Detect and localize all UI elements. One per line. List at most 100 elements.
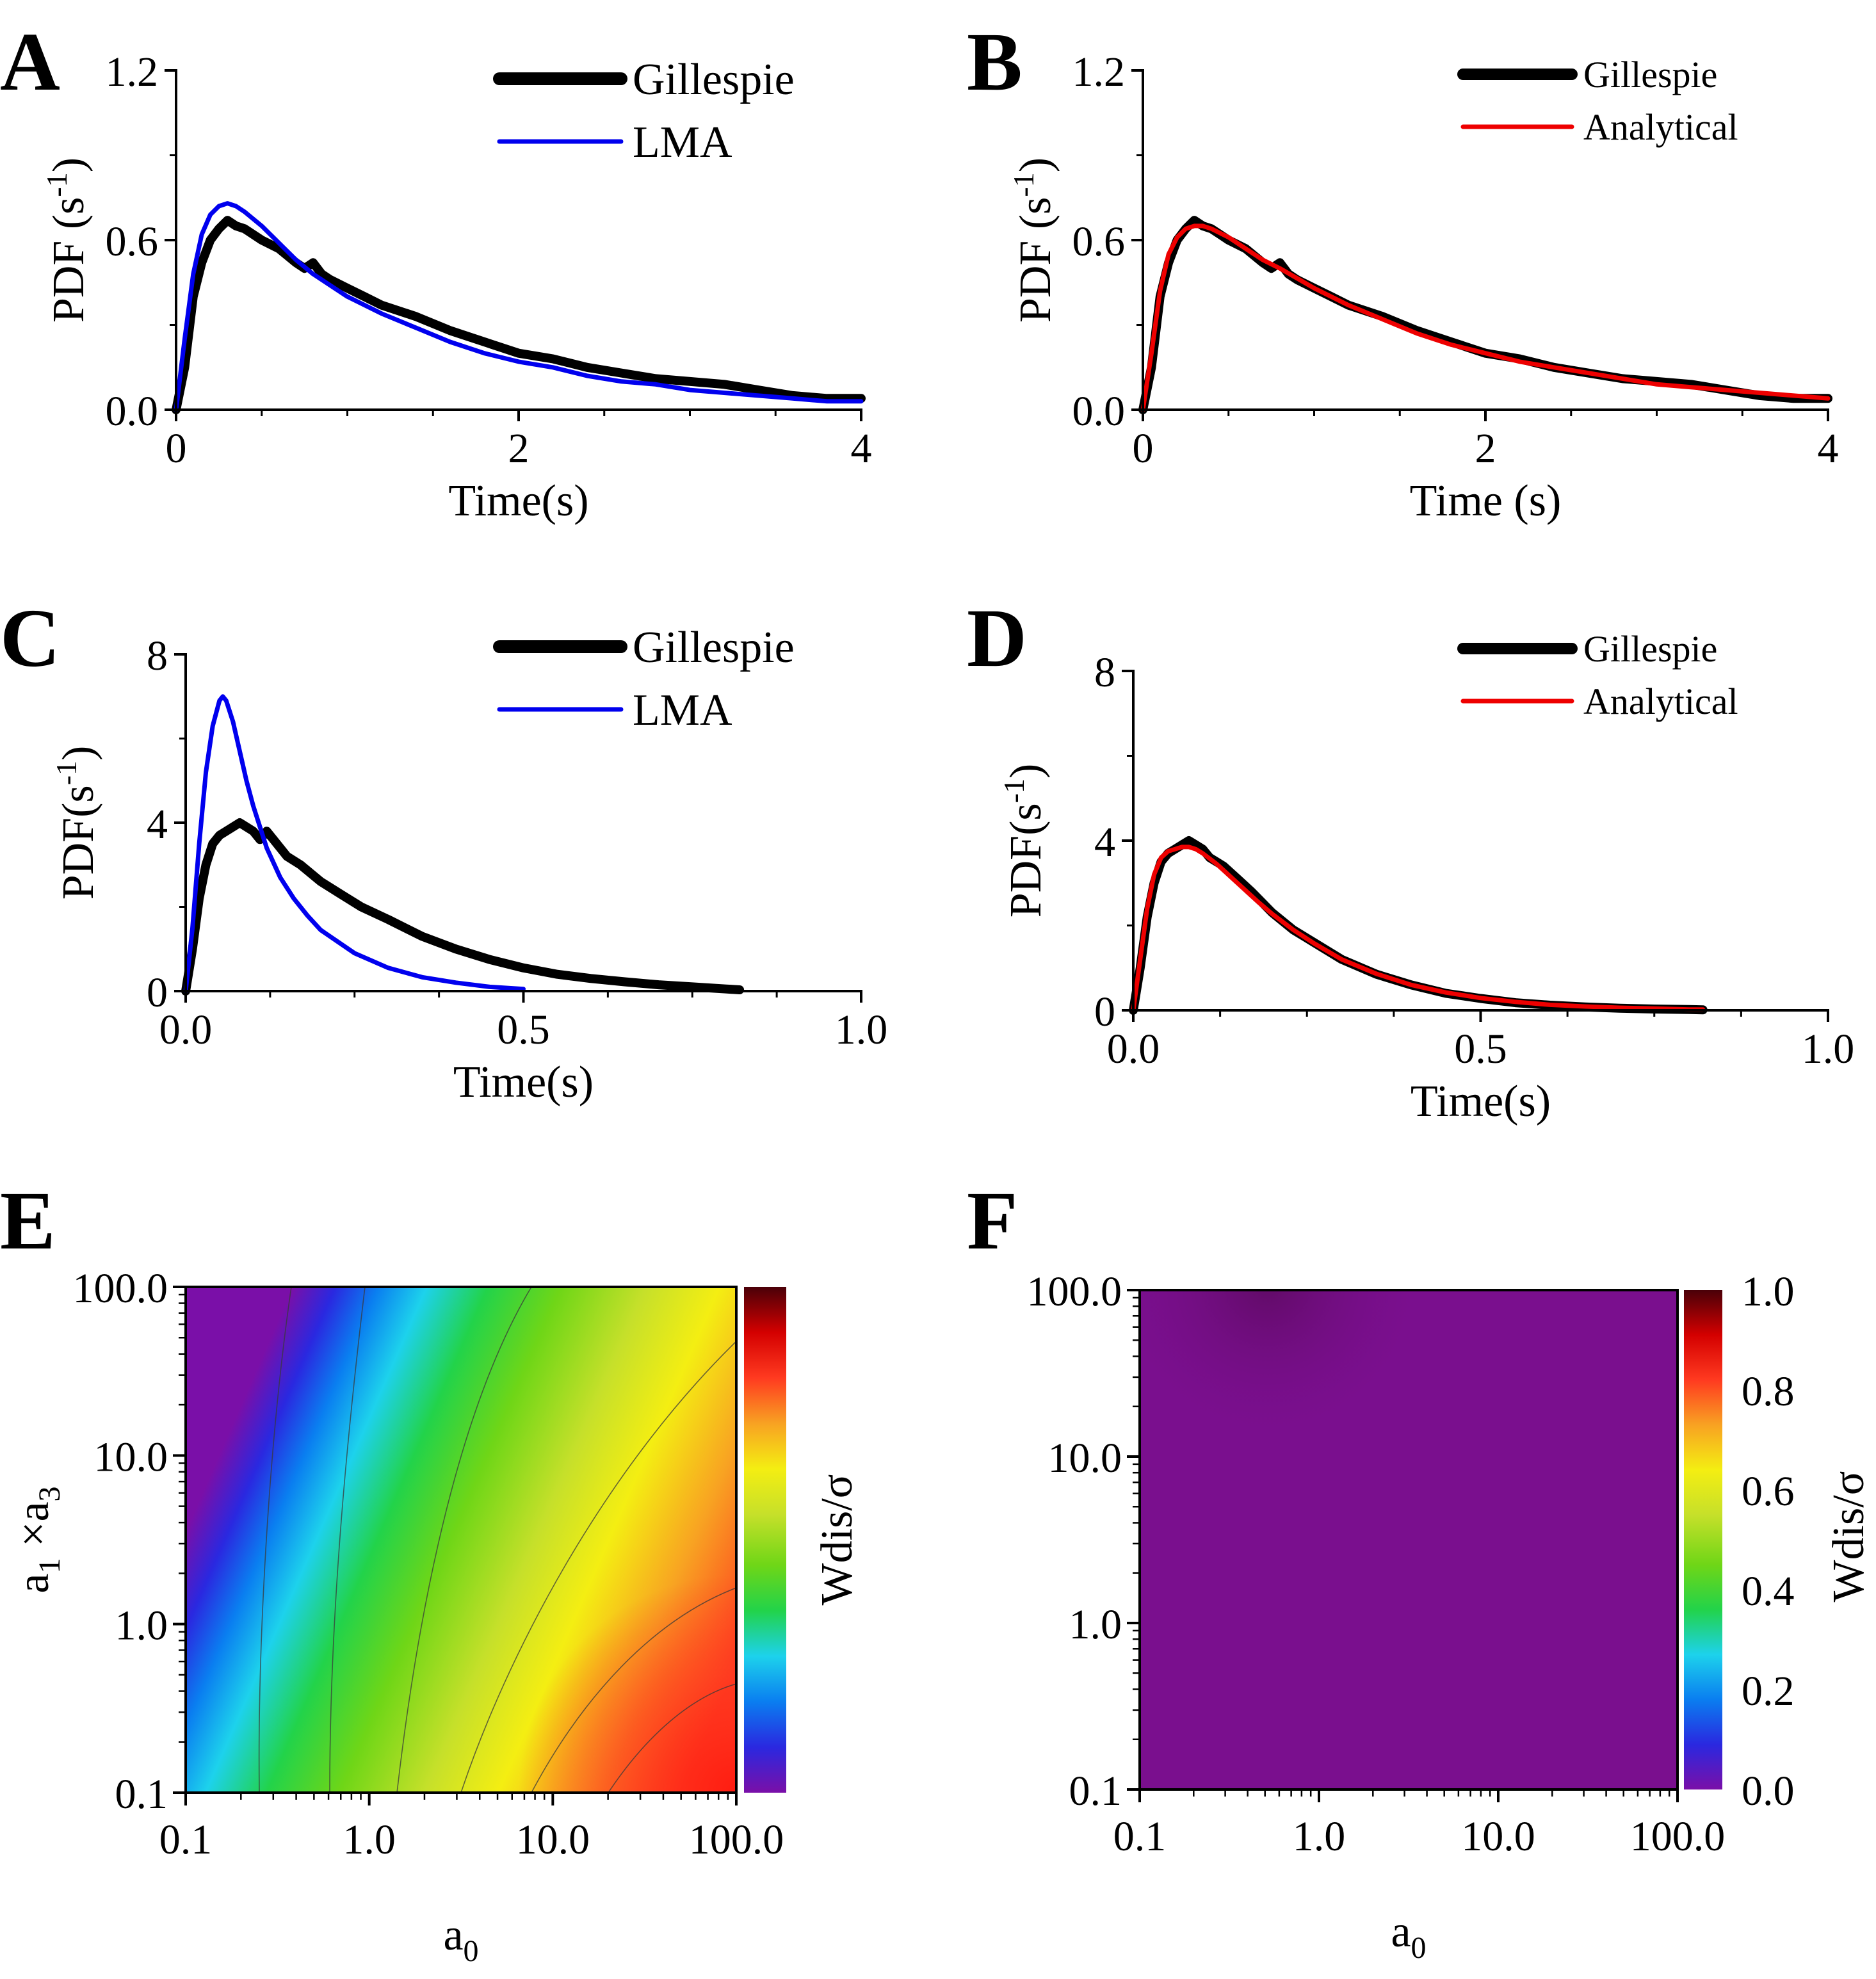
- heatmap-e-hotspot: [186, 1287, 736, 1793]
- x-tick-label: 100.0: [1630, 1813, 1726, 1860]
- y-axis-title: a1 ×a3: [9, 1486, 67, 1593]
- y-tick-label: 1.0: [1069, 1601, 1122, 1648]
- x-axis-title-sub: 0: [1411, 1931, 1427, 1965]
- x-tick-label: 0.1: [1113, 1813, 1167, 1860]
- y-tick-label: 8: [1094, 649, 1115, 696]
- heatmap-e-frame: [184, 1286, 738, 1794]
- y-tick-label: 10.0: [1048, 1435, 1122, 1482]
- y-axis-title: PDF(s-1): [998, 764, 1051, 918]
- heatmap-panel-e: Wdis/σ 0.10.11.01.010.010.0100.0100.0a0a…: [9, 1265, 862, 1968]
- y-tick-label: 0.1: [115, 1771, 168, 1818]
- x-tick-label: 1.0: [1293, 1813, 1346, 1860]
- y-axis-title-main: PDF(s: [54, 785, 103, 900]
- legend-label-analytical: Analytical: [1583, 681, 1738, 722]
- x-tick-label: 4: [851, 425, 872, 472]
- x-axis-title: a0: [1391, 1907, 1426, 1965]
- x-tick-label: 1.0: [343, 1816, 396, 1863]
- series-line-lma: [174, 201, 864, 412]
- chart-panel-d: 0.0 0.5 1.0 0 4 8 Time(s) PDF(s-1) Gillespie Anal…: [998, 628, 1854, 1126]
- colorbar-tick-label: 0.4: [1742, 1568, 1795, 1615]
- y-axis-title-main: PDF (s: [44, 197, 93, 323]
- colorbar-label-f: Wdis/σ: [1824, 1471, 1873, 1603]
- colorbar-tick-label: 1.0: [1742, 1268, 1795, 1315]
- y-tick-label: 0: [147, 969, 168, 1016]
- y-tick-label: 0.6: [106, 218, 159, 265]
- y-axis-title-close: ): [44, 158, 93, 172]
- y-tick-label: 1.0: [115, 1603, 168, 1649]
- x-tick-label: 0.5: [1454, 1026, 1507, 1072]
- contour-line: [460, 1341, 736, 1793]
- y-tick-label: 0.6: [1072, 218, 1126, 265]
- x-axis-title: a0: [443, 1910, 478, 1968]
- y-tick-label: 4: [147, 801, 168, 848]
- y-axis-title-sup: -1: [50, 761, 83, 785]
- contour-line: [258, 1287, 292, 1793]
- y-axis-title-main: PDF(s: [1001, 803, 1051, 917]
- series-line-analytical: [1140, 223, 1831, 412]
- colorbar-tick-label: 0.6: [1742, 1468, 1795, 1515]
- y-axis-title-close: ): [54, 746, 103, 761]
- y-axis-title-mid: ×a: [9, 1501, 58, 1558]
- legend-label-gillespie: Gillespie: [1583, 628, 1717, 670]
- y-tick-label: 0.0: [106, 388, 159, 435]
- contour-line: [396, 1287, 532, 1793]
- y-axis-title: PDF (s-1): [1007, 158, 1060, 323]
- legend-label-gillespie: Gillespie: [633, 55, 795, 104]
- panel-letter-d: D: [967, 592, 1027, 684]
- series-line-gillespie: [181, 818, 745, 996]
- x-axis-title: Time(s): [1411, 1077, 1551, 1126]
- x-axis-title: Time(s): [453, 1058, 594, 1107]
- x-tick-label: 10.0: [516, 1816, 590, 1863]
- y-tick-label: 8: [147, 633, 168, 679]
- y-tick-label: 0: [1094, 989, 1115, 1035]
- colorbar-tick-label: 0.8: [1742, 1368, 1795, 1415]
- y-axis-title-sup: -1: [40, 172, 73, 197]
- panel-letter-c: C: [0, 592, 60, 684]
- y-axis-title: PDF (s-1): [40, 158, 93, 323]
- chart-panel-c: 0.0 0.5 1.0 0 4 8 Time(s) PDF(s-1) Gillespie LMA: [50, 623, 887, 1107]
- x-axis-title: Time(s): [448, 476, 588, 526]
- x-axis-title-main: a: [1391, 1907, 1411, 1957]
- y-axis-title: PDF(s-1): [50, 746, 103, 900]
- y-axis-title-sup: -1: [1007, 172, 1040, 197]
- chart-panel-a: 0 2 4 0.0 0.6 1.2 Time(s) PDF (s-1) Gillespie LMA: [40, 49, 872, 526]
- x-tick-label: 0.5: [497, 1006, 550, 1053]
- y-axis-title-a: a: [9, 1573, 58, 1593]
- x-tick-label: 1.0: [1802, 1026, 1855, 1072]
- y-tick-label: 4: [1094, 819, 1115, 866]
- heatmap-f-corner: [1140, 1290, 1678, 1789]
- x-tick-label: 0.1: [159, 1816, 213, 1863]
- x-tick-label: 2: [508, 425, 530, 472]
- y-tick-label: 0.0: [1072, 388, 1126, 435]
- x-tick-label: 10.0: [1461, 1813, 1535, 1860]
- y-axis-title-sub3: 3: [33, 1486, 67, 1501]
- y-axis-title-sup: -1: [998, 779, 1030, 803]
- legend-label-lma: LMA: [633, 118, 732, 167]
- contour-line: [329, 1287, 366, 1793]
- legend-label-gillespie: Gillespie: [633, 623, 795, 672]
- y-axis-title-main: PDF (s: [1011, 197, 1060, 323]
- legend-label-lma: LMA: [633, 686, 732, 735]
- x-tick-label: 1.0: [835, 1006, 888, 1053]
- y-tick-label: 100.0: [73, 1265, 168, 1312]
- heatmap-panel-f: Wdis/σ 0.10.11.01.010.010.0100.0100.0a00…: [1027, 1268, 1874, 1965]
- colorbar-f: [1684, 1290, 1722, 1789]
- x-tick-label: 100.0: [689, 1816, 784, 1863]
- x-tick-label: 2: [1475, 425, 1496, 472]
- y-axis-title-sub1: 1: [33, 1558, 67, 1573]
- x-tick-label: 4: [1818, 425, 1839, 472]
- y-tick-label: 1.2: [106, 49, 159, 95]
- legend-label-analytical: Analytical: [1583, 106, 1738, 148]
- x-tick-label: 0.0: [1107, 1026, 1160, 1072]
- contour-line: [531, 1587, 736, 1793]
- colorbar-tick-label: 0.2: [1742, 1668, 1795, 1715]
- heatmap-e-field: [186, 1287, 736, 1793]
- x-tick-label: 0: [166, 425, 187, 472]
- panel-letter-e: E: [0, 1175, 56, 1267]
- chart-panel-b: 0 2 4 0.0 0.6 1.2 Time (s) PDF (s-1) Gillespie An…: [1007, 49, 1839, 526]
- x-tick-label: 0: [1133, 425, 1154, 472]
- heatmap-e-contours: [258, 1287, 736, 1793]
- y-tick-label: 1.2: [1072, 49, 1126, 95]
- y-tick-label: 100.0: [1027, 1268, 1122, 1315]
